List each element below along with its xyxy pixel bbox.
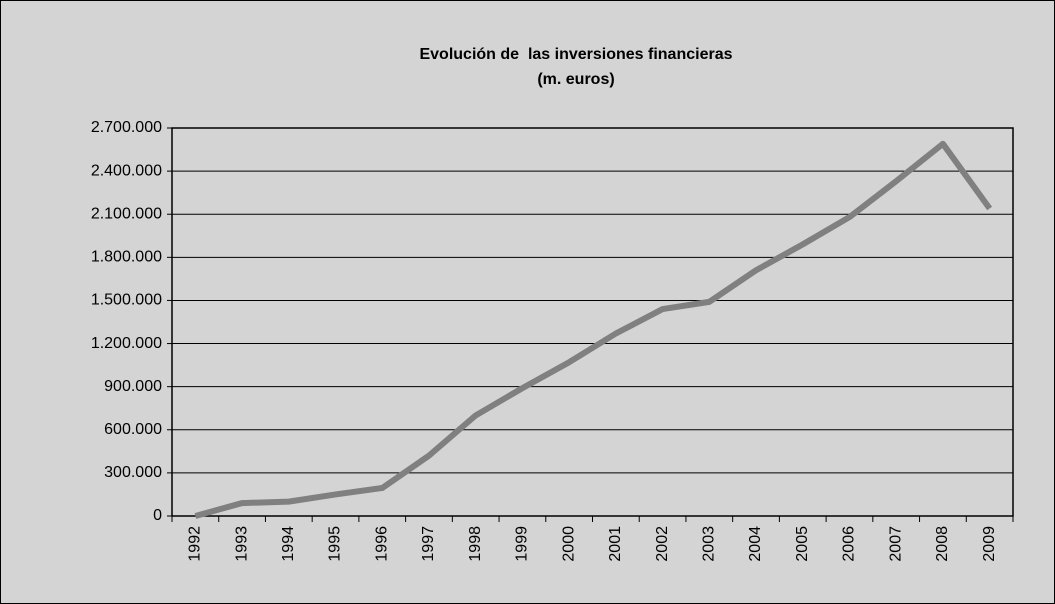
x-tick-label: 1998 bbox=[467, 526, 484, 562]
y-tick-label: 1.200.000 bbox=[91, 335, 162, 352]
x-tick-label: 2009 bbox=[981, 526, 998, 562]
x-tick-label: 2007 bbox=[887, 526, 904, 562]
y-tick-label: 2.100.000 bbox=[91, 205, 162, 222]
x-tick-label: 1992 bbox=[187, 526, 204, 562]
y-tick-label: 1.800.000 bbox=[91, 249, 162, 266]
y-tick-label: 2.700.000 bbox=[91, 119, 162, 136]
x-tick-label: 2003 bbox=[701, 526, 718, 562]
y-tick-label: 1.500.000 bbox=[91, 292, 162, 309]
chart-subtitle: (m. euros) bbox=[537, 71, 614, 88]
y-tick-label: 0 bbox=[153, 507, 162, 524]
x-tick-label: 2002 bbox=[654, 526, 671, 562]
x-tick-label: 1999 bbox=[514, 526, 531, 562]
x-tick-label: 1997 bbox=[420, 526, 437, 562]
x-tick-label: 1995 bbox=[327, 526, 344, 562]
x-tick-label: 2001 bbox=[607, 526, 624, 562]
y-tick-label: 2.400.000 bbox=[91, 162, 162, 179]
y-tick-label: 300.000 bbox=[104, 464, 162, 481]
x-tick-label: 1994 bbox=[280, 526, 297, 562]
x-tick-label: 2005 bbox=[794, 526, 811, 562]
x-tick-label: 1993 bbox=[233, 526, 250, 562]
x-tick-label: 2006 bbox=[841, 526, 858, 562]
chart-title: Evolución de las inversiones financieras bbox=[419, 46, 732, 63]
x-tick-label: 2008 bbox=[934, 526, 951, 562]
y-tick-label: 600.000 bbox=[104, 421, 162, 438]
x-tick-label: 2000 bbox=[560, 526, 577, 562]
y-tick-label: 900.000 bbox=[104, 378, 162, 395]
x-tick-label: 2004 bbox=[747, 526, 764, 562]
data-line bbox=[194, 140, 993, 519]
x-tick-label: 1996 bbox=[373, 526, 390, 562]
